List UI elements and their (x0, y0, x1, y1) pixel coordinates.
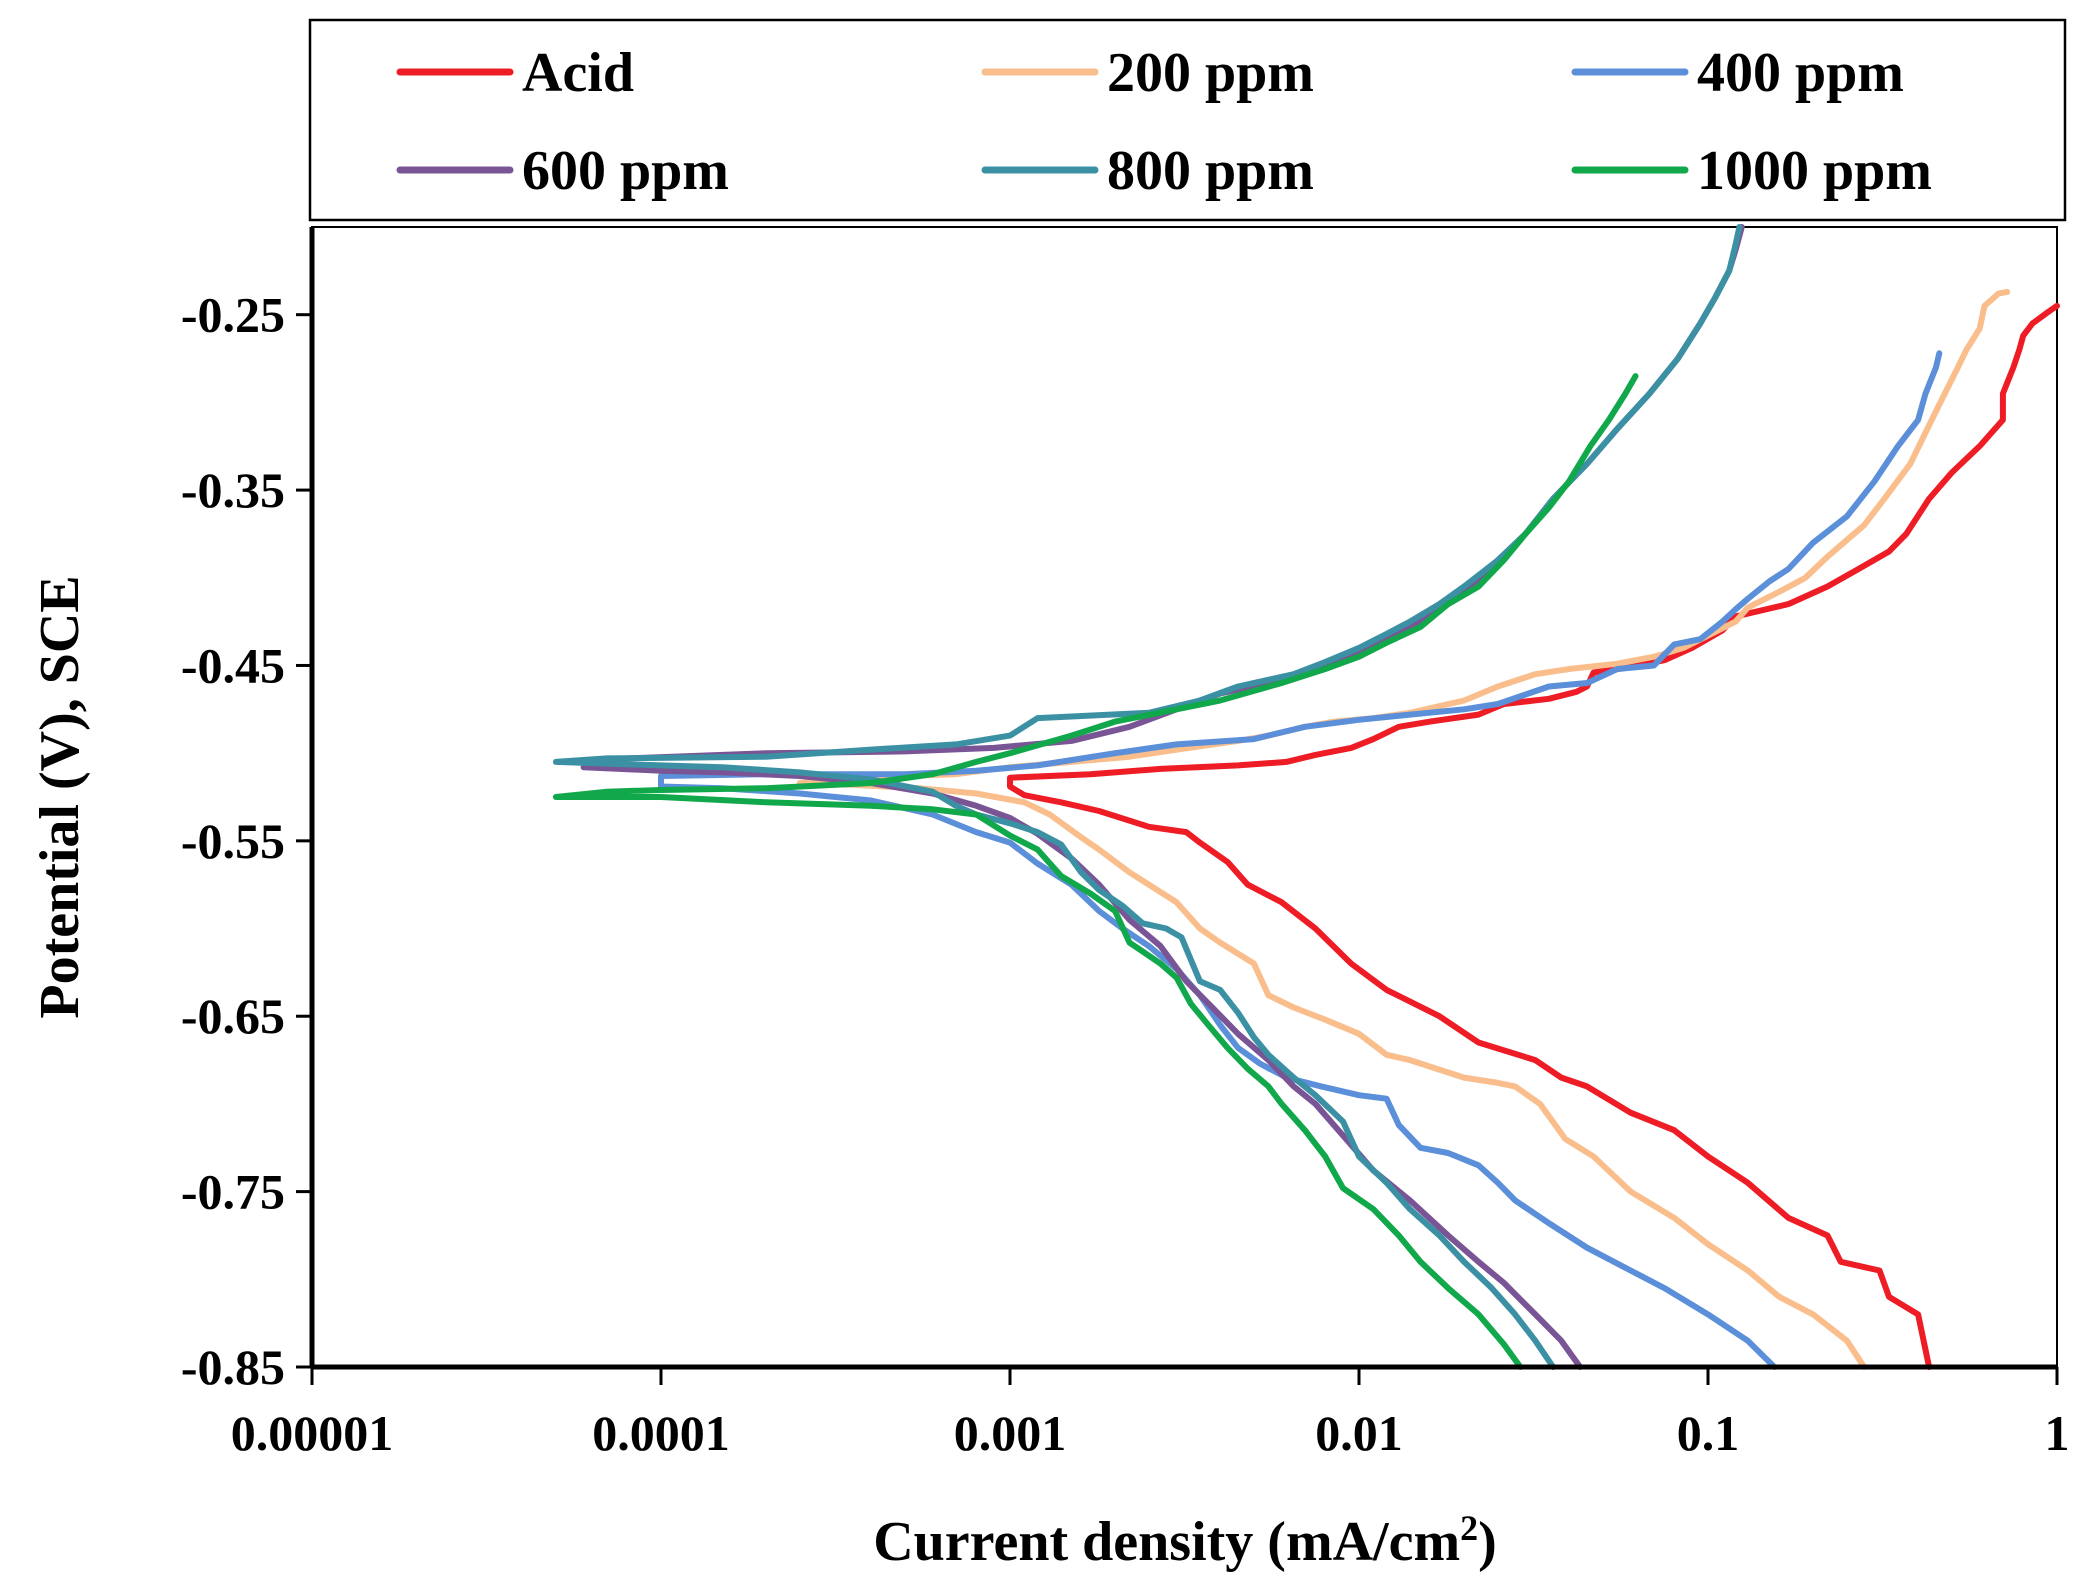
y-tick-label: -0.35 (181, 462, 285, 518)
x-axis-title-superscript: 2 (1460, 1508, 1478, 1548)
legend-label: 600 ppm (522, 140, 729, 202)
series-line-800-ppm (552, 224, 1743, 1370)
legend-label: 400 ppm (1697, 42, 1904, 104)
y-tick-label: -0.85 (181, 1339, 285, 1395)
legend-label: 800 ppm (1107, 140, 1314, 202)
x-axis-title: Current density (mA/cm2) (873, 1508, 1497, 1573)
series-line-1000-ppm (552, 373, 1639, 1370)
y-axis-title: Potential (V), SCE (29, 575, 91, 1018)
series-line-400-ppm (658, 350, 1943, 1370)
x-ticks: 0.00001 0.0001 0.001 0.01 0.1 1 (231, 1367, 2070, 1461)
legend-label: 1000 ppm (1697, 140, 1932, 202)
y-tick-label: -0.55 (181, 813, 285, 869)
x-tick-label: 0.00001 (231, 1405, 394, 1461)
series-layer (552, 224, 2060, 1370)
x-tick-label: 0.0001 (592, 1405, 730, 1461)
series-line-600-ppm (580, 224, 1745, 1370)
x-axis-title-suffix: ) (1478, 1511, 1497, 1573)
y-tick-label: -0.65 (181, 988, 285, 1044)
legend-label: Acid (522, 42, 634, 104)
legend: Acid 200 ppm 400 ppm 600 ppm 800 ppm 1000 ppm (396, 42, 1932, 202)
y-tick-label: -0.75 (181, 1164, 285, 1220)
y-tick-label: -0.25 (181, 287, 285, 343)
x-tick-label: 0.01 (1315, 1405, 1403, 1461)
x-tick-label: 0.1 (1677, 1405, 1740, 1461)
y-tick-label: -0.45 (181, 637, 285, 693)
legend-box (308, 18, 2067, 222)
legend-label: 200 ppm (1107, 42, 1314, 104)
series-line-200-ppm (796, 288, 2011, 1370)
x-tick-label: 1 (2045, 1405, 2070, 1461)
y-ticks: -0.25 -0.35 -0.45 -0.55 -0.65 -0.75 -0.85 (181, 287, 312, 1395)
x-tick-label: 0.001 (954, 1405, 1067, 1461)
series-line-acid (1007, 302, 2060, 1370)
